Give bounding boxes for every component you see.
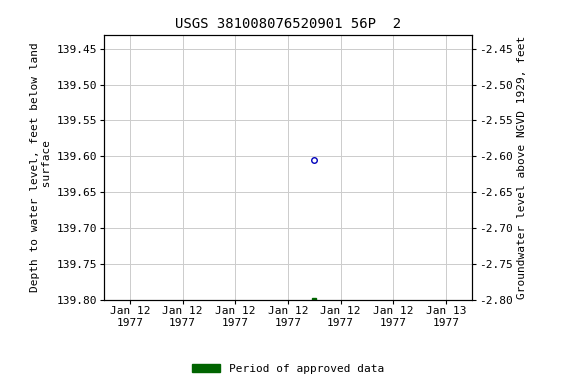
Title: USGS 381008076520901 56P  2: USGS 381008076520901 56P 2	[175, 17, 401, 31]
Y-axis label: Depth to water level, feet below land
 surface: Depth to water level, feet below land su…	[31, 42, 52, 292]
Legend: Period of approved data: Period of approved data	[188, 359, 388, 379]
Y-axis label: Groundwater level above NGVD 1929, feet: Groundwater level above NGVD 1929, feet	[517, 35, 527, 299]
